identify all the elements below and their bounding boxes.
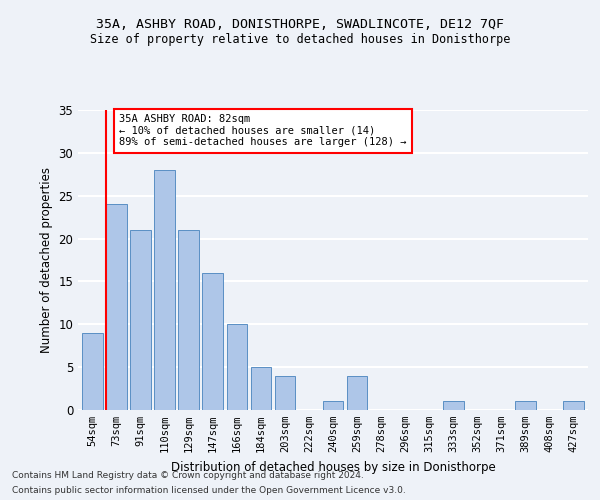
Bar — [251, 367, 271, 410]
X-axis label: Distribution of detached houses by size in Donisthorpe: Distribution of detached houses by size … — [170, 460, 496, 473]
Text: Contains public sector information licensed under the Open Government Licence v3: Contains public sector information licen… — [12, 486, 406, 495]
Bar — [515, 402, 536, 410]
Text: Contains HM Land Registry data © Crown copyright and database right 2024.: Contains HM Land Registry data © Crown c… — [12, 471, 364, 480]
Bar — [227, 324, 247, 410]
Bar — [347, 376, 367, 410]
Bar — [202, 273, 223, 410]
Bar — [106, 204, 127, 410]
Bar — [563, 402, 584, 410]
Bar — [275, 376, 295, 410]
Bar — [443, 402, 464, 410]
Text: 35A ASHBY ROAD: 82sqm
← 10% of detached houses are smaller (14)
89% of semi-deta: 35A ASHBY ROAD: 82sqm ← 10% of detached … — [119, 114, 406, 148]
Y-axis label: Number of detached properties: Number of detached properties — [40, 167, 53, 353]
Text: Size of property relative to detached houses in Donisthorpe: Size of property relative to detached ho… — [90, 32, 510, 46]
Bar — [154, 170, 175, 410]
Bar — [130, 230, 151, 410]
Bar — [323, 402, 343, 410]
Text: 35A, ASHBY ROAD, DONISTHORPE, SWADLINCOTE, DE12 7QF: 35A, ASHBY ROAD, DONISTHORPE, SWADLINCOT… — [96, 18, 504, 30]
Bar — [178, 230, 199, 410]
Bar — [82, 333, 103, 410]
